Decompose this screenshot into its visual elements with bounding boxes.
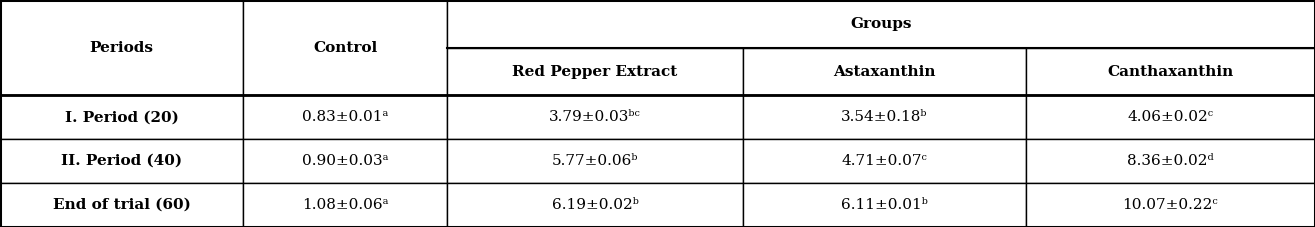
Bar <box>743 95 1026 139</box>
Text: Groups: Groups <box>851 17 911 31</box>
Bar <box>243 95 447 139</box>
Text: 6.19±0.02ᵇ: 6.19±0.02ᵇ <box>551 198 639 212</box>
Text: 3.54±0.18ᵇ: 3.54±0.18ᵇ <box>842 110 927 124</box>
Bar <box>447 0 1315 48</box>
Bar <box>0 183 243 227</box>
Bar <box>447 95 743 139</box>
Text: II. Period (40): II. Period (40) <box>60 154 183 168</box>
Text: Red Pepper Extract: Red Pepper Extract <box>513 64 677 79</box>
Bar <box>243 139 447 183</box>
Bar <box>1026 48 1315 95</box>
Bar <box>743 48 1026 95</box>
Text: End of trial (60): End of trial (60) <box>53 198 191 212</box>
Text: 5.77±0.06ᵇ: 5.77±0.06ᵇ <box>552 154 638 168</box>
Bar <box>243 0 447 95</box>
Text: 6.11±0.01ᵇ: 6.11±0.01ᵇ <box>840 198 928 212</box>
Text: 4.71±0.07ᶜ: 4.71±0.07ᶜ <box>842 154 927 168</box>
Text: 0.90±0.03ᵃ: 0.90±0.03ᵃ <box>302 154 388 168</box>
Bar <box>243 183 447 227</box>
Text: Periods: Periods <box>89 41 154 55</box>
Text: 4.06±0.02ᶜ: 4.06±0.02ᶜ <box>1127 110 1214 124</box>
Bar <box>0 0 243 95</box>
Bar <box>447 139 743 183</box>
Bar <box>1026 139 1315 183</box>
Bar <box>743 139 1026 183</box>
Text: Control: Control <box>313 41 377 55</box>
Text: Astaxanthin: Astaxanthin <box>834 64 935 79</box>
Bar <box>0 95 243 139</box>
Text: Canthaxanthin: Canthaxanthin <box>1107 64 1233 79</box>
Text: 10.07±0.22ᶜ: 10.07±0.22ᶜ <box>1123 198 1218 212</box>
Text: 0.83±0.01ᵃ: 0.83±0.01ᵃ <box>302 110 388 124</box>
Bar <box>1026 95 1315 139</box>
Bar <box>447 183 743 227</box>
Bar <box>1026 183 1315 227</box>
Text: 1.08±0.06ᵃ: 1.08±0.06ᵃ <box>302 198 388 212</box>
Bar <box>447 48 743 95</box>
Bar <box>743 183 1026 227</box>
Bar <box>0 139 243 183</box>
Text: I. Period (20): I. Period (20) <box>64 110 179 124</box>
Text: 8.36±0.02ᵈ: 8.36±0.02ᵈ <box>1127 154 1214 168</box>
Text: 3.79±0.03ᵇᶜ: 3.79±0.03ᵇᶜ <box>550 110 640 124</box>
